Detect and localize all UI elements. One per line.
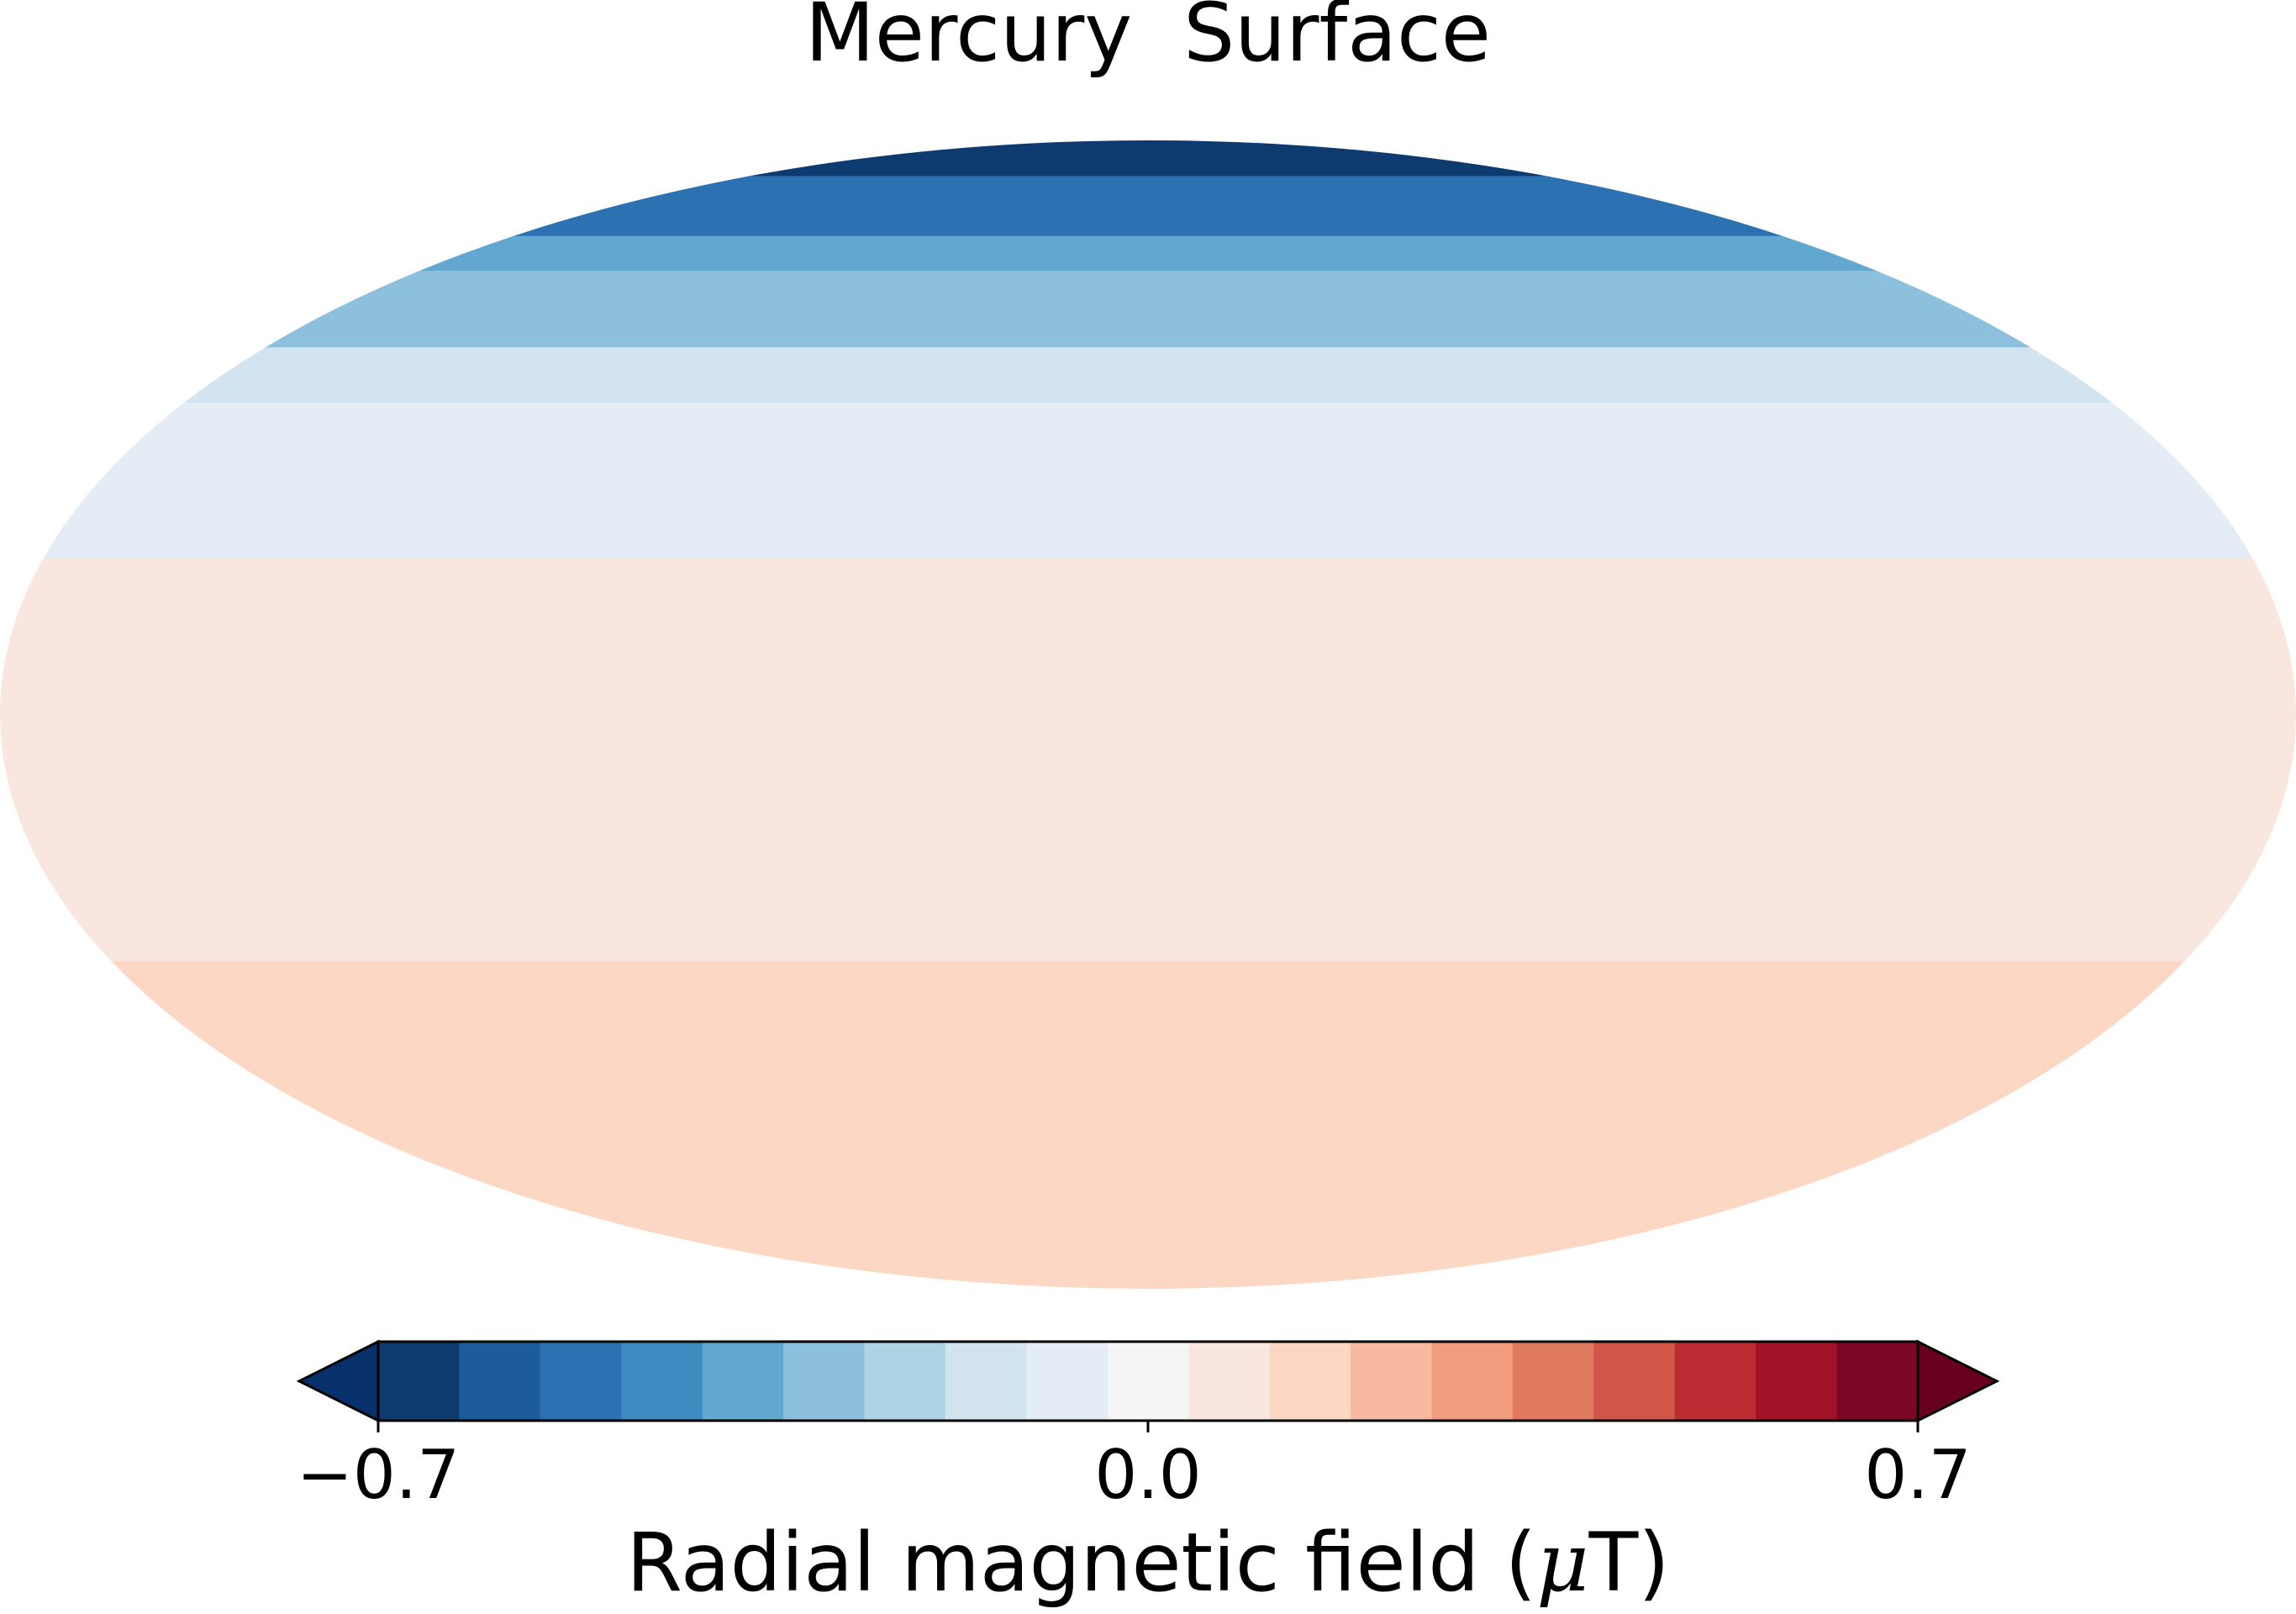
map-band-1 xyxy=(0,149,2296,177)
colorbar-cell-14 xyxy=(1512,1342,1594,1421)
map-band-12 xyxy=(0,961,2296,1289)
colorbar-cell-0 xyxy=(378,1342,461,1421)
map-plot xyxy=(0,140,2296,1289)
colorbar-cell-15 xyxy=(1593,1342,1676,1421)
map-band-0 xyxy=(0,140,2296,150)
colorbar-cell-13 xyxy=(1431,1342,1514,1421)
colorbar-cell-12 xyxy=(1351,1342,1433,1421)
colorbar-cell-18 xyxy=(1836,1342,1919,1421)
colorbar-label-prefix: Radial magnetic field ( xyxy=(626,1516,1536,1610)
colorbar-cell-17 xyxy=(1756,1342,1838,1421)
colorbar-cell-2 xyxy=(540,1342,622,1421)
colorbar-cell-11 xyxy=(1269,1342,1351,1421)
map-band-8 xyxy=(0,402,2296,469)
colorbar-cell-6 xyxy=(864,1342,946,1421)
map-band-5 xyxy=(0,271,2296,309)
colorbar-over-triangle xyxy=(1916,1339,2000,1423)
colorbar-label-suffix: T) xyxy=(1588,1516,1670,1610)
map-band-9 xyxy=(0,467,2296,560)
map-band-4 xyxy=(0,235,2296,272)
colorbar-cell-10 xyxy=(1188,1342,1271,1421)
colorbar-cells xyxy=(378,1342,1919,1421)
colorbar-label-symbol: μ xyxy=(1536,1516,1588,1610)
colorbar-tick-label-0: −0.7 xyxy=(297,1436,460,1514)
colorbar-label: Radial magnetic field (μT) xyxy=(626,1516,1669,1610)
colorbar: −0.7 0.0 0.7 Radial magnetic field (μT) xyxy=(296,1339,2000,1610)
colorbar-tick-label-1: 0.0 xyxy=(1094,1436,1201,1514)
colorbar-cell-9 xyxy=(1107,1342,1189,1421)
colorbar-under-triangle xyxy=(296,1339,380,1423)
map-band-10 xyxy=(0,558,2296,700)
colorbar-cell-8 xyxy=(1026,1342,1109,1421)
colorbar-cell-7 xyxy=(945,1342,1027,1421)
map-band-2 xyxy=(0,176,2296,205)
colorbar-cell-5 xyxy=(783,1342,866,1421)
map-band-3 xyxy=(0,203,2296,237)
map-band-6 xyxy=(0,308,2296,349)
map-band-11 xyxy=(0,699,2296,963)
colorbar-cell-3 xyxy=(621,1342,703,1421)
colorbar-cell-16 xyxy=(1674,1342,1756,1421)
colorbar-tick-label-2: 0.7 xyxy=(1864,1436,1971,1514)
map-band-7 xyxy=(0,347,2296,404)
map-bands xyxy=(0,140,2296,1289)
colorbar-cell-1 xyxy=(459,1342,541,1421)
chart-title: Mercury Surface xyxy=(805,0,1491,80)
colorbar-cell-4 xyxy=(702,1342,784,1421)
colorbar-ticks: −0.7 0.0 0.7 xyxy=(297,1421,1972,1514)
